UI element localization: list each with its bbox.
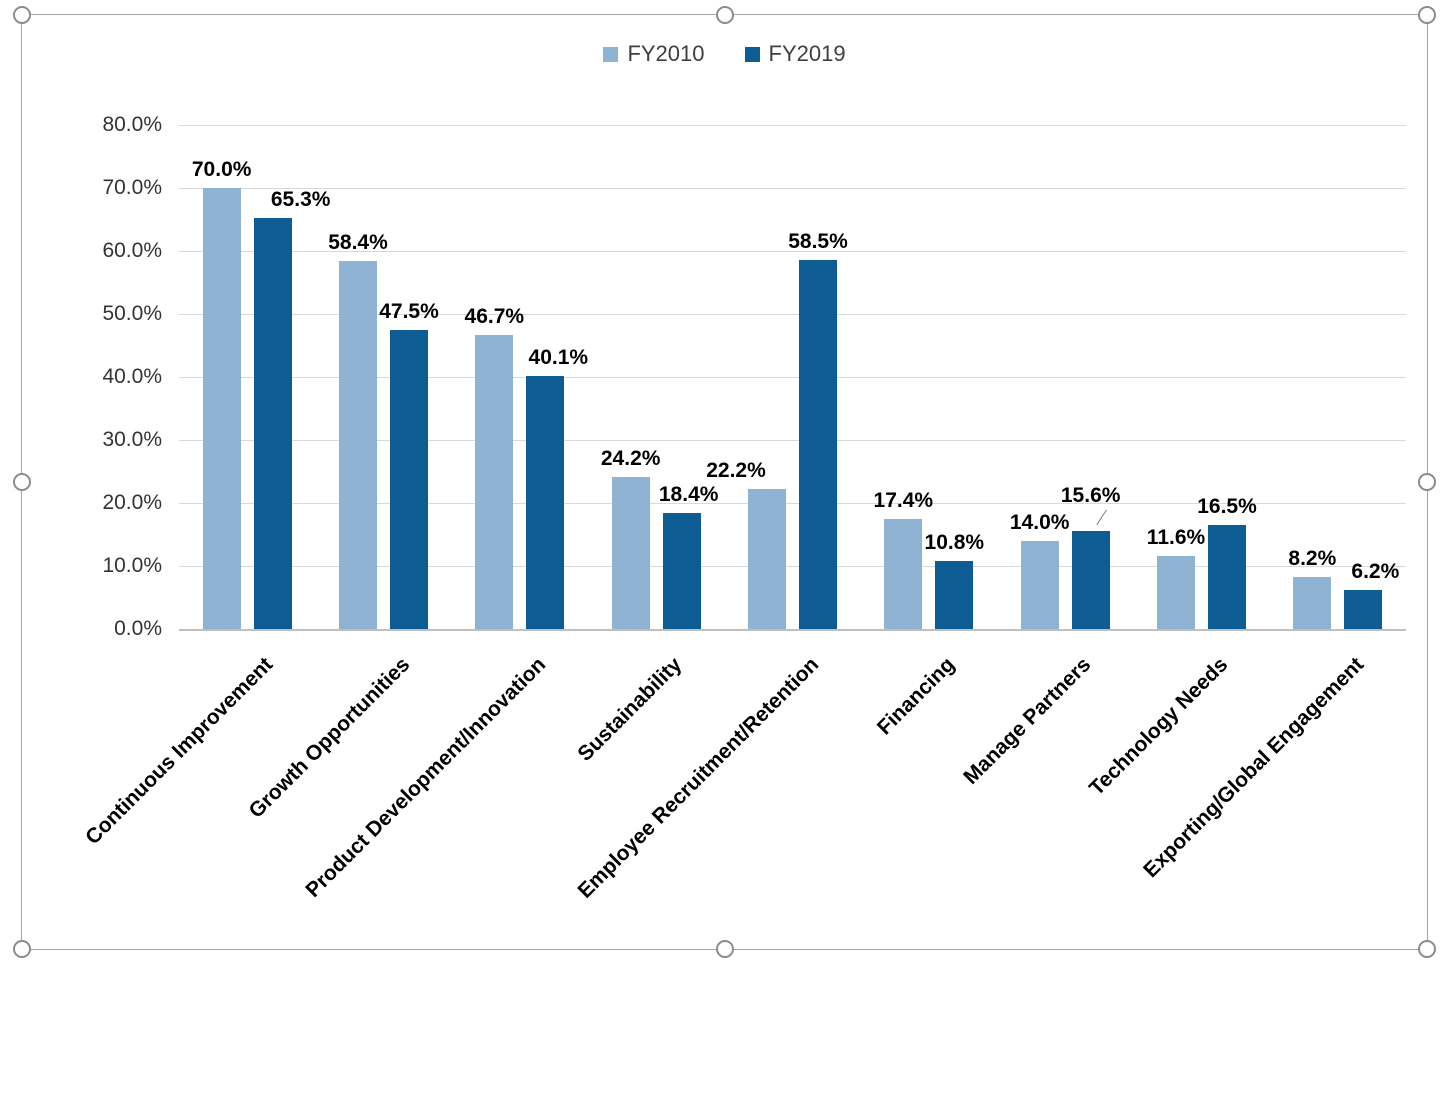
y-axis-tick-label: 10.0% (102, 554, 162, 577)
gridline (179, 314, 1406, 315)
bar-fy2019-6[interactable] (1071, 530, 1110, 629)
data-label: 70.0% (191, 158, 252, 181)
bar-fy2010-8[interactable] (1293, 577, 1332, 629)
data-label: 15.6% (1060, 483, 1121, 507)
bar-fy2019-5[interactable] (935, 560, 974, 629)
y-axis-tick-label: 50.0% (102, 302, 162, 325)
data-label: 58.5% (788, 230, 848, 254)
legend-swatch-icon (603, 46, 619, 62)
bar-fy2019-8[interactable] (1344, 589, 1383, 629)
y-axis-tick-label: 0.0% (114, 617, 162, 640)
x-axis-line (179, 629, 1406, 631)
bar-fy2019-1[interactable] (390, 329, 428, 629)
selection-handle-middle-left[interactable] (13, 473, 31, 491)
bar-fy2010-4[interactable] (748, 489, 786, 629)
bar-fy2019-3[interactable] (662, 513, 701, 629)
selection-handle-bottom-left[interactable] (13, 940, 31, 958)
gridline (179, 251, 1406, 252)
bar-fy2010-1[interactable] (339, 261, 377, 629)
legend-item-fy2019[interactable]: FY2019 (744, 41, 846, 67)
bar-fy2019-2[interactable] (526, 376, 565, 629)
gridline (179, 503, 1406, 504)
legend-label: FY2019 (768, 41, 846, 66)
leader-line (1096, 509, 1107, 525)
data-label: 14.0% (1009, 510, 1070, 534)
data-label: 47.5% (379, 299, 439, 323)
data-label: 22.2% (706, 459, 766, 483)
data-label: 6.2% (1351, 559, 1400, 583)
y-axis-tick-label: 80.0% (102, 113, 162, 136)
selection-handle-bottom-right[interactable] (1418, 940, 1436, 958)
gridline (179, 440, 1406, 441)
bar-fy2019-7[interactable] (1208, 525, 1246, 629)
selection-handle-top-center[interactable] (715, 6, 734, 24)
bar-fy2010-2[interactable] (475, 334, 514, 629)
data-label: 24.2% (600, 446, 661, 470)
y-axis-tick-label: 40.0% (102, 365, 162, 388)
gridline (179, 566, 1406, 567)
data-label: 8.2% (1288, 547, 1337, 571)
data-label: 11.6% (1146, 525, 1206, 549)
bar-fy2010-5[interactable] (884, 519, 923, 629)
bar-fy2010-7[interactable] (1157, 555, 1195, 629)
bar-fy2019-4[interactable] (799, 260, 837, 629)
y-axis-tick-label: 20.0% (102, 491, 162, 514)
bar-fy2010-0[interactable] (202, 188, 241, 629)
data-label: 16.5% (1197, 495, 1257, 519)
data-label: 40.1% (528, 346, 589, 370)
excel-canvas: { "chart_data": { "type": "bar", "title"… (13, 6, 1436, 958)
selection-handle-middle-right[interactable] (1418, 473, 1436, 491)
gridline (179, 125, 1406, 126)
data-label: 58.4% (328, 231, 388, 255)
bar-fy2010-3[interactable] (611, 476, 650, 629)
plot-area: 80.0% 70.0% 60.0% 50.0% 40.0% 30.0% 20.0% 10.0%… (22, 15, 1427, 949)
legend-swatch-icon (744, 46, 760, 62)
data-label: 17.4% (873, 489, 934, 513)
selection-handle-top-left[interactable] (13, 6, 31, 24)
chart-object[interactable]: FY2010 FY2019 80.0% 70.0% 60.0% 50.0% 40.0% 30… (13, 6, 1436, 958)
legend-item-fy2010[interactable]: FY2010 (603, 41, 705, 67)
data-label: 46.7% (464, 304, 525, 328)
data-label: 65.3% (270, 187, 331, 211)
data-label: 10.8% (924, 530, 985, 554)
chart-legend: FY2010 FY2019 (22, 41, 1427, 67)
y-axis-tick-label: 60.0% (102, 239, 162, 262)
bar-fy2019-0[interactable] (253, 217, 292, 629)
gridline (179, 188, 1406, 189)
selection-handle-top-right[interactable] (1418, 6, 1436, 24)
y-axis-tick-label: 70.0% (102, 176, 162, 199)
legend-label: FY2010 (627, 41, 705, 66)
selection-handle-bottom-center[interactable] (715, 940, 734, 958)
gridline (179, 377, 1406, 378)
y-axis-tick-label: 30.0% (102, 428, 162, 451)
bar-fy2010-6[interactable] (1020, 540, 1059, 629)
data-label: 18.4% (658, 483, 719, 507)
